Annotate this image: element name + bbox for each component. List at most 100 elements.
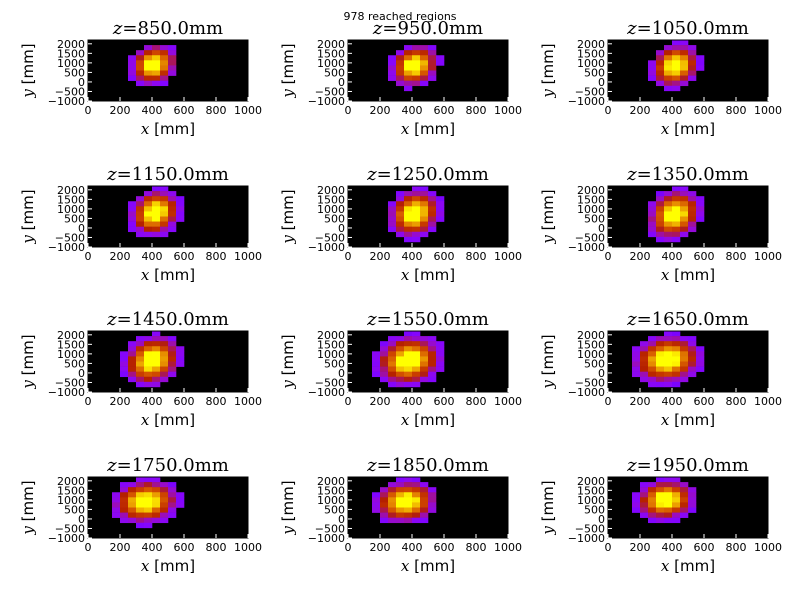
heat-cell	[160, 50, 169, 56]
heat-cell	[656, 50, 665, 56]
heat-cell	[380, 361, 389, 367]
heat-cell	[672, 497, 681, 503]
heat-cell	[160, 226, 169, 233]
heat-cell	[144, 50, 153, 56]
heat-cell	[168, 191, 177, 197]
heat-cell	[388, 201, 397, 207]
heat-cell	[404, 211, 413, 217]
heat-cell	[688, 336, 697, 342]
panel-title: z=1950.0mm	[626, 455, 749, 476]
heat-cell	[168, 346, 177, 352]
heat-cell	[648, 201, 657, 207]
heat-cell	[136, 497, 145, 503]
heat-cell	[680, 191, 689, 197]
heat-cell	[128, 226, 137, 233]
heat-cell	[696, 346, 705, 352]
x-tick-label: 1000	[494, 541, 522, 554]
heat-cell	[128, 502, 137, 508]
heat-cell	[120, 487, 129, 493]
heat-cell	[656, 356, 665, 362]
heat-cell	[144, 351, 153, 357]
axes-frame	[347, 185, 509, 248]
y-tick-label: −1000	[568, 95, 605, 108]
heat-cell	[160, 366, 169, 372]
y-tick-label: 0	[338, 367, 345, 380]
heat-cell	[428, 371, 437, 378]
axes-frame	[87, 476, 249, 539]
heat-cell	[632, 351, 641, 357]
x-tick-label: 800	[466, 395, 487, 408]
heat-cell	[396, 221, 405, 227]
heat-cell	[412, 221, 421, 227]
axes-frame	[607, 476, 769, 539]
heat-cell	[632, 371, 641, 378]
x-axis-label: x [mm]	[661, 411, 715, 429]
x-axis-label: x [mm]	[401, 411, 455, 429]
heat-cell	[144, 45, 153, 51]
y-axis-label: y [mm]	[539, 43, 557, 98]
heat-cell	[152, 512, 161, 518]
x-tick-label: 600	[694, 395, 715, 408]
heat-cell	[144, 55, 153, 61]
heat-cell	[136, 226, 145, 233]
heat-cell	[428, 336, 437, 342]
x-tick-label: 0	[345, 395, 352, 408]
heat-cell	[680, 361, 689, 367]
heat-cell	[160, 492, 169, 498]
y-tick-label: −500	[315, 85, 345, 98]
y-axis-label: y [mm]	[279, 189, 297, 244]
heat-cell	[648, 346, 657, 352]
heat-cell	[688, 502, 697, 508]
heat-cell	[380, 497, 389, 503]
heat-cell	[640, 361, 649, 367]
heat-cell	[396, 55, 405, 61]
heat-cell	[120, 482, 129, 488]
heat-cell	[412, 201, 421, 207]
heat-cell	[136, 522, 145, 529]
heat-cell	[680, 497, 689, 503]
heat-cell	[380, 371, 389, 378]
heat-cell	[404, 507, 413, 513]
x-tick-label: 600	[174, 104, 195, 117]
y-axis-var: y	[279, 235, 297, 245]
x-axis-unit: [mm]	[149, 266, 195, 284]
heat-cell	[648, 356, 657, 362]
heat-cell	[672, 482, 681, 488]
y-tick-label: 1000	[57, 57, 85, 70]
heat-cell	[436, 351, 445, 357]
y-tick-label: 500	[64, 357, 85, 370]
heat-cell	[664, 70, 673, 76]
heat-cell	[388, 366, 397, 372]
heat-cell	[648, 381, 657, 388]
heat-cell	[648, 497, 657, 503]
panel-title-eq: =850.0mm	[122, 18, 223, 39]
heat-cell	[664, 502, 673, 508]
heat-cell	[152, 341, 161, 347]
y-tick-label: 1000	[317, 203, 345, 216]
heat-cell	[436, 361, 445, 367]
heat-cell	[388, 507, 397, 513]
heat-cell	[144, 211, 153, 217]
x-tick-label: 600	[694, 250, 715, 263]
panel-title: z=1050.0mm	[626, 18, 749, 39]
heat-cell	[648, 216, 657, 222]
heat-cell	[680, 371, 689, 378]
heat-cell	[388, 341, 397, 347]
x-tick-label: 800	[726, 104, 747, 117]
heat-cell	[428, 70, 437, 76]
heat-cell	[428, 492, 437, 498]
x-axis-var: x	[401, 266, 410, 284]
heat-cell	[396, 477, 405, 483]
heat-cell	[396, 351, 405, 357]
y-tick-label: 1500	[57, 338, 85, 351]
x-axis-label: x [mm]	[141, 557, 195, 575]
heat-cell	[160, 206, 169, 212]
heat-cell	[664, 376, 673, 383]
heat-cell	[404, 80, 413, 87]
heat-cell	[404, 497, 413, 503]
axes-frame	[347, 476, 509, 539]
heat-cell	[152, 492, 161, 498]
heat-cell	[412, 231, 421, 238]
